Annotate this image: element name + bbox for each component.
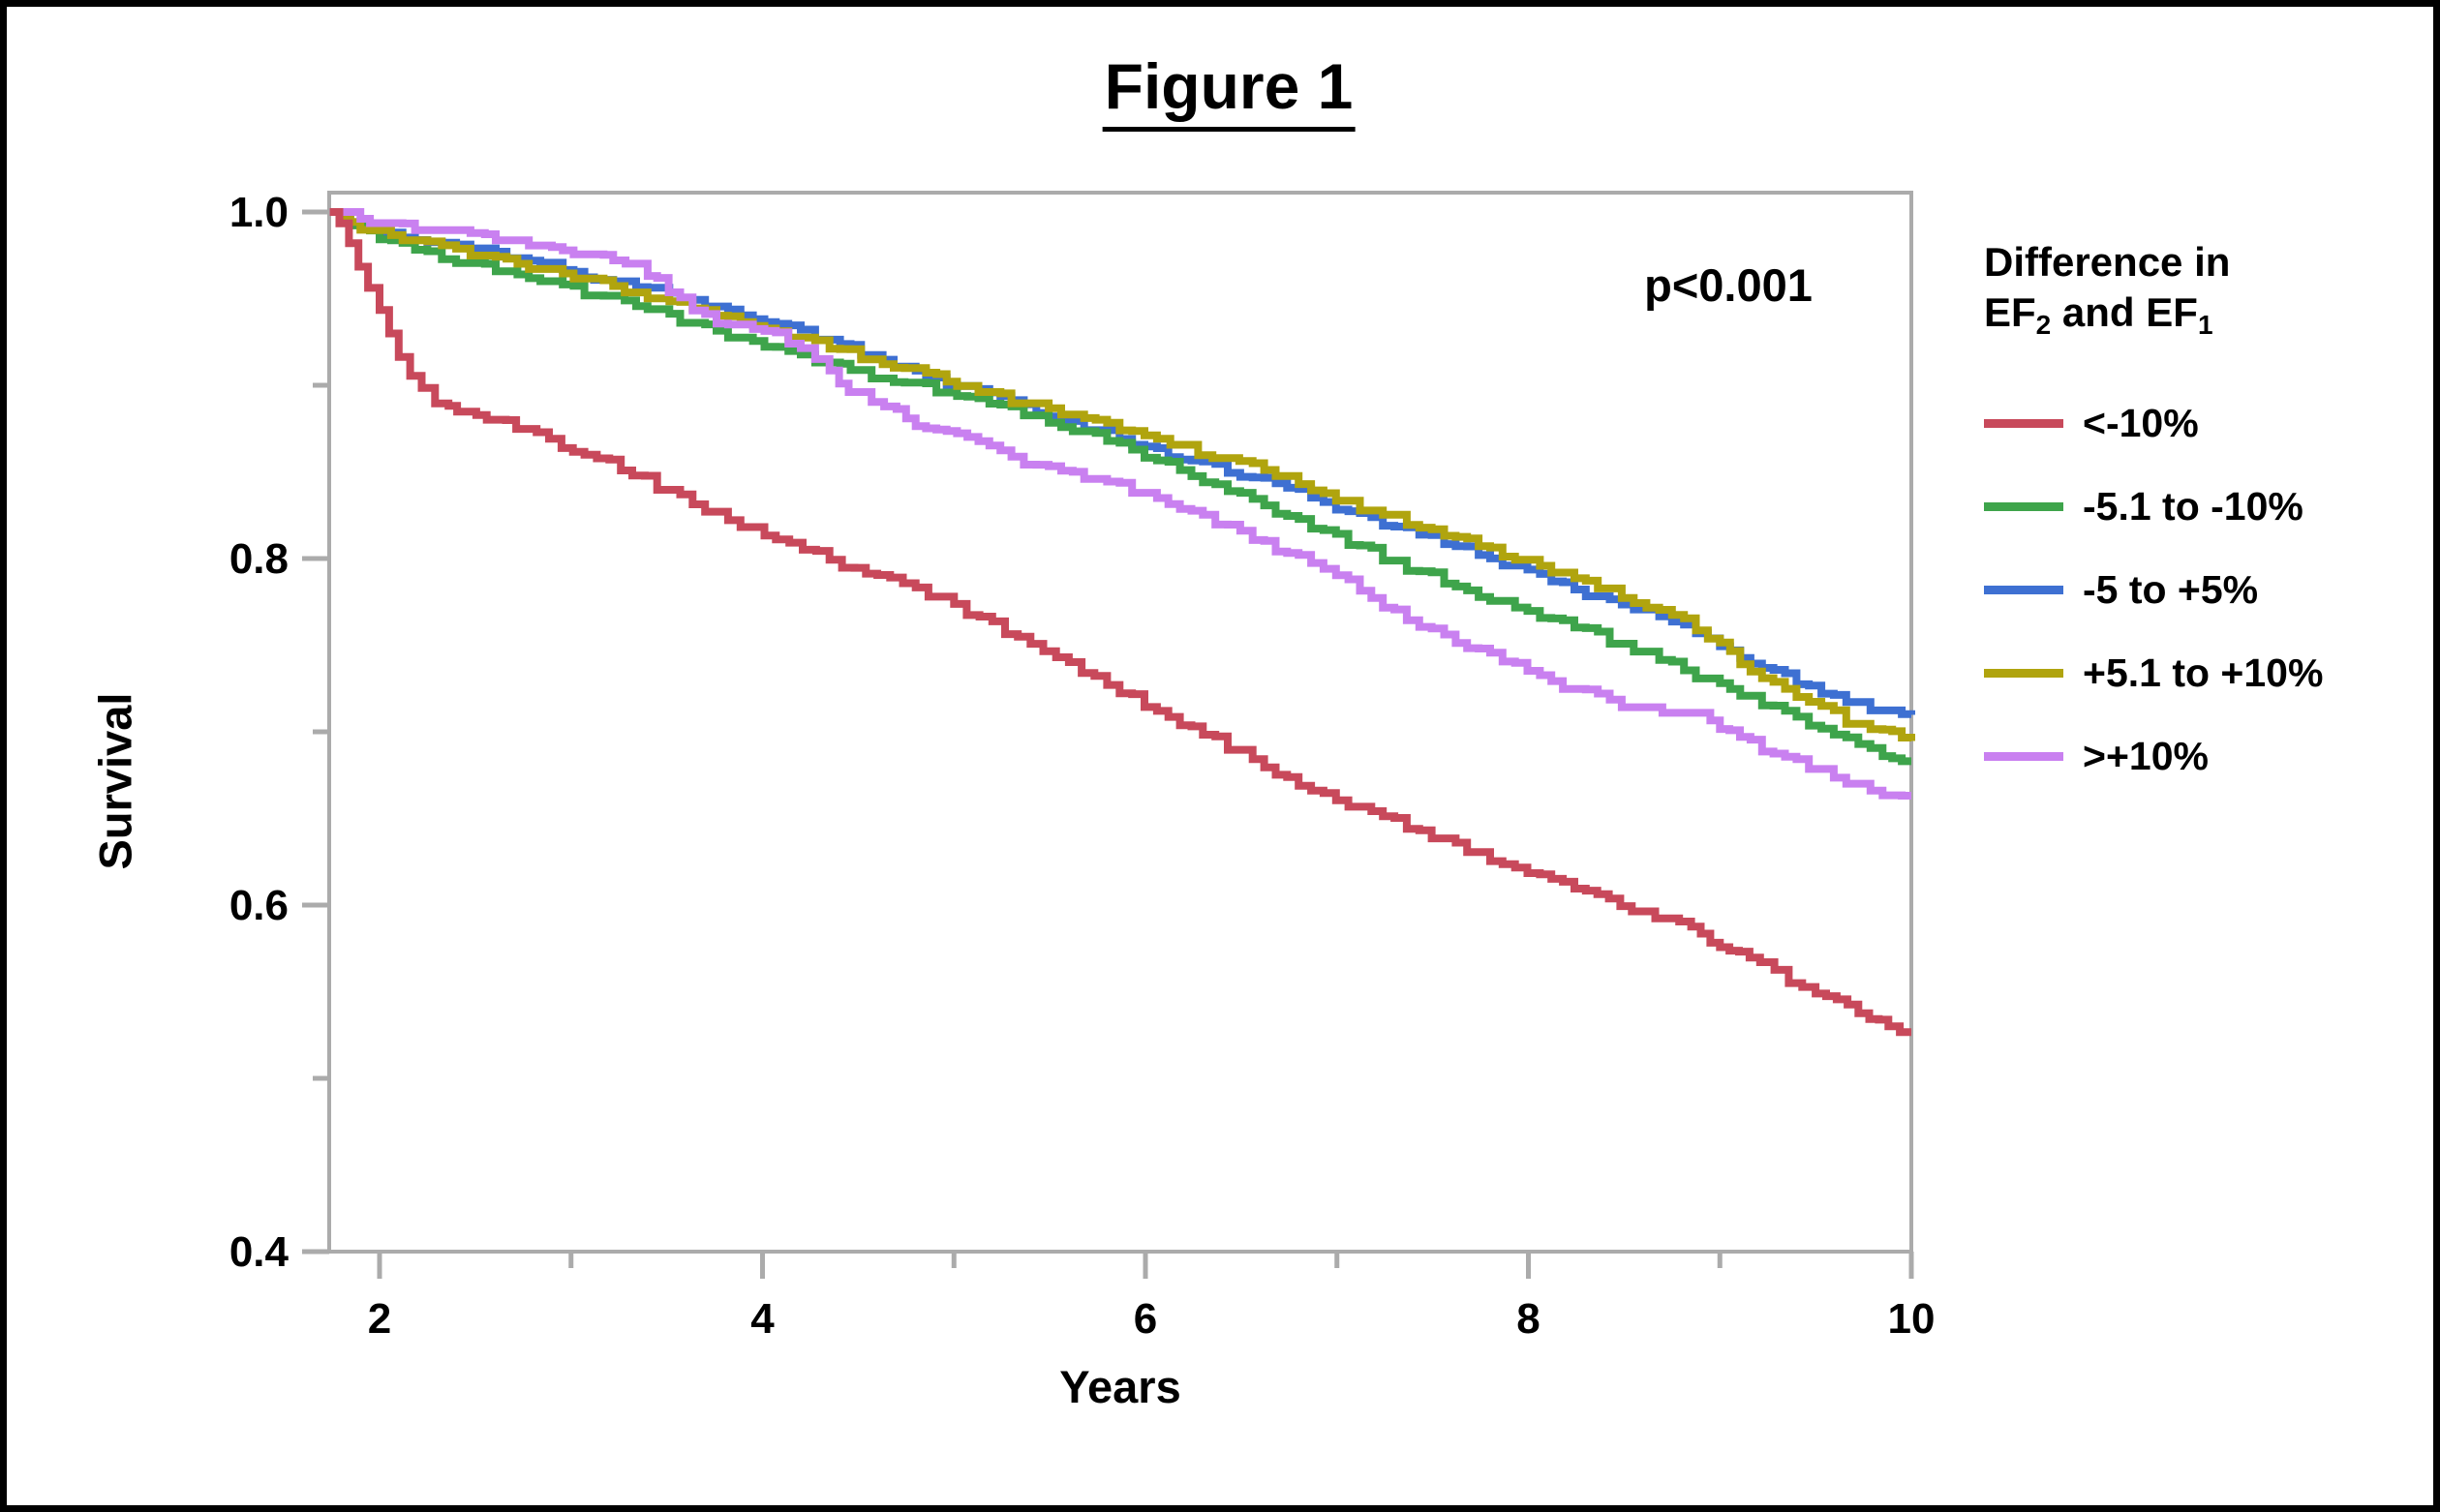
x-tick-label: 2 (368, 1295, 391, 1343)
x-tick-label: 8 (1516, 1295, 1540, 1343)
x-tick-label: 4 (750, 1295, 775, 1343)
plot-frame (327, 191, 1913, 1254)
y-tick-label: 1.0 (229, 189, 289, 236)
legend-item: <-10% (1984, 399, 2433, 449)
legend-title-subscript: 1 (2197, 310, 2213, 341)
survival-curve (329, 208, 1911, 766)
legend-title-line1: Difference in (1984, 239, 2231, 285)
y-tick-label: 0.4 (229, 1228, 290, 1276)
legend-item: -5.1 to -10% (1984, 482, 2433, 532)
legend-item-label: -5 to +5% (2083, 567, 2259, 613)
legend-swatch (1984, 669, 2063, 679)
y-axis-title: Survival (89, 692, 141, 870)
legend-swatch (1984, 752, 2063, 762)
x-axis-title: Years (1059, 1361, 1181, 1412)
legend-swatch (1984, 586, 2063, 595)
legend-items: <-10% -5.1 to -10% -5 to +5% +5.1 to +10% >+… (1984, 399, 2433, 782)
y-tick-label: 0.6 (229, 882, 289, 929)
legend-swatch (1984, 502, 2063, 512)
legend-title-line2: EF2 and EF1 (1984, 287, 2433, 343)
legend-title-text: and EF (2051, 289, 2198, 336)
legend-title-text: EF (1984, 289, 2036, 336)
legend-item: >+10% (1984, 732, 2433, 782)
survival-curve (329, 208, 1911, 1037)
y-tick-label: 0.8 (229, 535, 289, 583)
x-tick-label: 10 (1888, 1295, 1936, 1343)
survival-curve (329, 208, 1915, 741)
legend-item-label: -5.1 to -10% (2083, 484, 2303, 529)
p-value-annotation: p<0.001 (1644, 259, 1813, 311)
legend-title: Difference in EF2 and EF1 (1984, 237, 2433, 343)
legend-item: +5.1 to +10% (1984, 649, 2433, 699)
legend-swatch (1984, 419, 2063, 429)
x-tick-label: 6 (1134, 1295, 1157, 1343)
legend-item: -5 to +5% (1984, 565, 2433, 616)
figure-title: Figure 1 (1102, 49, 1356, 132)
legend-item-label: +5.1 to +10% (2083, 650, 2324, 696)
legend-title-subscript: 2 (2035, 310, 2052, 341)
survival-curve (329, 208, 1911, 800)
legend: Difference in EF2 and EF1 <-10% -5.1 to -… (1984, 237, 2433, 815)
legend-item-label: >+10% (2083, 734, 2209, 779)
legend-item-label: <-10% (2083, 401, 2199, 446)
survival-plot: 1.0 0.8 0.6 0.4 2 4 6 8 10 (229, 189, 1936, 1343)
